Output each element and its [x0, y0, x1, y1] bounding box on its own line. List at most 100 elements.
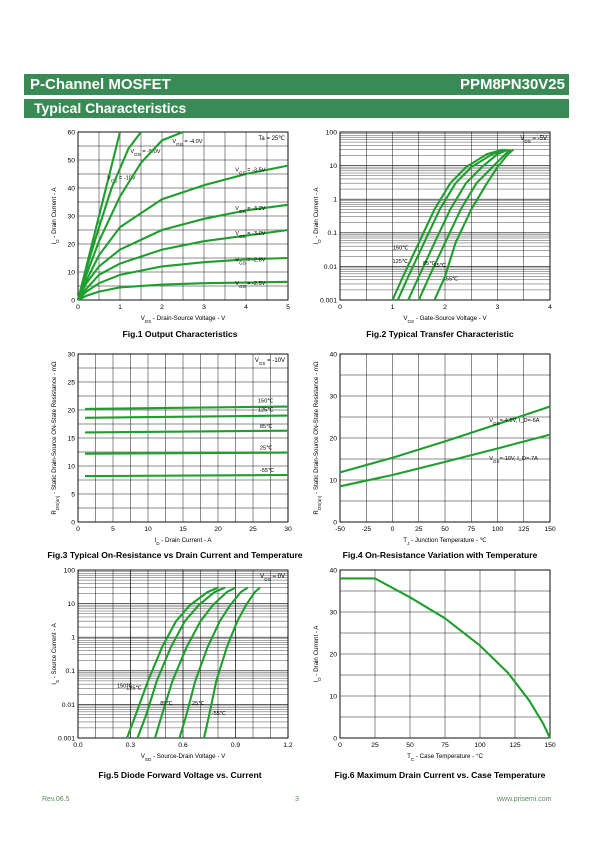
series-line: [84, 405, 289, 410]
y-tick-label: 25: [67, 379, 75, 386]
series-label: VGS=-4.5V, I_D=-6A: [489, 418, 540, 426]
series-line: [77, 228, 289, 301]
x-tick-label: 0: [338, 742, 342, 749]
series-label: 125℃: [393, 259, 409, 265]
series-label: -55℃: [260, 468, 275, 474]
fig5-caption: Fig.5 Diode Forward Voltage vs. Current: [98, 770, 262, 780]
x-tick-label: 0.9: [231, 742, 241, 749]
x-tick-label: 3: [202, 304, 206, 311]
series-label: 85℃: [160, 701, 173, 707]
y-tick-label: 10: [329, 693, 337, 700]
y-tick-label: 10: [67, 463, 75, 470]
part-number: PPM8PN30V25: [459, 76, 565, 93]
series-line: [340, 577, 551, 739]
x-tick-label: 75: [441, 742, 449, 749]
y-tick-label: 60: [67, 129, 75, 136]
x-tick-label: 150: [544, 742, 556, 749]
y-tick-label: 1: [71, 635, 75, 642]
x-tick-label: 4: [244, 304, 248, 311]
plot-frame: [339, 569, 551, 739]
x-tick-label: 10: [144, 526, 152, 533]
x-tick-label: 0: [338, 304, 342, 311]
series-line: [84, 451, 289, 455]
x-tick-label: 50: [441, 526, 449, 533]
fig5-diode-forward-voltage-chart: 0.0 0.3 0.6 0.9 1.2 0.001 0.01 0.1 1 10 100 VSD - S…: [51, 567, 293, 761]
fig6-max-drain-current-chart: 0 25 50 75 100 125 150 0 10 20 30 40 TC - Case Tempe…: [313, 567, 556, 762]
x-axis-label: TJ - Junction Temperature - ℃: [403, 537, 486, 546]
x-tick-label: 5: [286, 304, 290, 311]
y-tick-label: 1: [333, 197, 337, 204]
series-line: [407, 148, 509, 301]
x-tick-label: 0: [391, 526, 395, 533]
y-tick-label: 5: [71, 491, 75, 498]
y-axis-label: IS - Source Current - A: [51, 622, 60, 684]
series-label: 25℃: [260, 446, 273, 452]
x-tick-label: 25: [415, 526, 423, 533]
y-tick-label: 0.001: [320, 297, 337, 304]
series-line: [76, 131, 142, 301]
series-line: [153, 586, 236, 739]
x-tick-label: 50: [406, 742, 414, 749]
series-line: [391, 148, 504, 301]
series-line: [84, 414, 289, 419]
y-tick-label: 10: [329, 163, 337, 170]
x-tick-label: 30: [284, 526, 292, 533]
x-axis-label: TC - Case Temperature - °C: [407, 753, 483, 762]
x-tick-label: 0.0: [73, 742, 83, 749]
y-tick-label: 40: [67, 185, 75, 192]
y-tick-label: 40: [329, 351, 337, 358]
series-label: 25℃: [434, 263, 447, 269]
x-tick-label: 100: [492, 526, 504, 533]
series-label: VGS = -2.8V: [235, 257, 265, 265]
series-line: [339, 405, 551, 474]
plot-frame: [77, 569, 289, 739]
series-line: [77, 203, 289, 301]
y-tick-label: 0.1: [328, 230, 338, 237]
x-tick-label: 75: [467, 526, 475, 533]
x-tick-label: 0: [76, 304, 80, 311]
x-tick-label: 1.2: [283, 742, 293, 749]
series-label: VGS = -3.2V: [235, 206, 265, 214]
y-tick-label: 100: [64, 567, 76, 574]
series-label: VGS = -2.5V: [235, 281, 265, 289]
chart-annotation: VDS = -5V: [520, 136, 547, 144]
x-axis-label: VDS - Drain-Source Voltage - V: [141, 315, 226, 324]
y-tick-label: 0.01: [324, 264, 337, 271]
device-title: P-Channel MOSFET: [30, 76, 171, 93]
y-tick-label: 10: [67, 269, 75, 276]
x-tick-label: 25: [371, 742, 379, 749]
series-line: [126, 586, 219, 739]
fig2-caption: Fig.2 Typical Transfer Characteristic: [366, 329, 514, 339]
x-tick-label: 100: [474, 742, 486, 749]
series-label: 85℃: [260, 424, 273, 430]
series-line: [77, 131, 184, 301]
fig2-transfer-characteristic-chart: 0 1 2 3 4 0.001 0.01 0.1 1 10 100 VGS - Gate-Source…: [313, 129, 552, 323]
y-tick-label: 0: [333, 735, 337, 742]
grid: [77, 131, 289, 301]
grid: [339, 132, 551, 301]
x-tick-label: 15: [179, 526, 187, 533]
x-tick-label: -25: [361, 526, 371, 533]
plot-frame: [339, 131, 551, 301]
y-tick-label: 20: [67, 407, 75, 414]
y-tick-label: 20: [67, 241, 75, 248]
x-tick-label: 25: [249, 526, 257, 533]
fig3-on-resistance-vs-current-chart: 0 5 10 15 20 25 30 0 5 10 15 20 25 30 ID - Drain Curre…: [51, 351, 292, 545]
y-tick-label: 10: [329, 477, 337, 484]
series-label: VGS = -3.0V: [235, 231, 265, 239]
y-tick-label: 30: [329, 609, 337, 616]
y-tick-label: 20: [329, 435, 337, 442]
series-label: 150℃: [258, 399, 274, 405]
grid: [77, 353, 289, 523]
y-tick-label: 15: [67, 435, 75, 442]
series-line: [136, 586, 226, 739]
grid: [339, 353, 551, 523]
footer-revision: Rev.06.5: [42, 796, 70, 803]
grid: [339, 569, 551, 739]
fig6-caption: Fig.6 Maximum Drain Current vs. Case Tem…: [334, 770, 546, 780]
x-tick-label: 0: [76, 526, 80, 533]
x-tick-label: 5: [111, 526, 115, 533]
fig3-caption: Fig.3 Typical On-Resistance vs Drain Cur…: [47, 550, 303, 560]
series-label: -55℃: [444, 277, 459, 283]
